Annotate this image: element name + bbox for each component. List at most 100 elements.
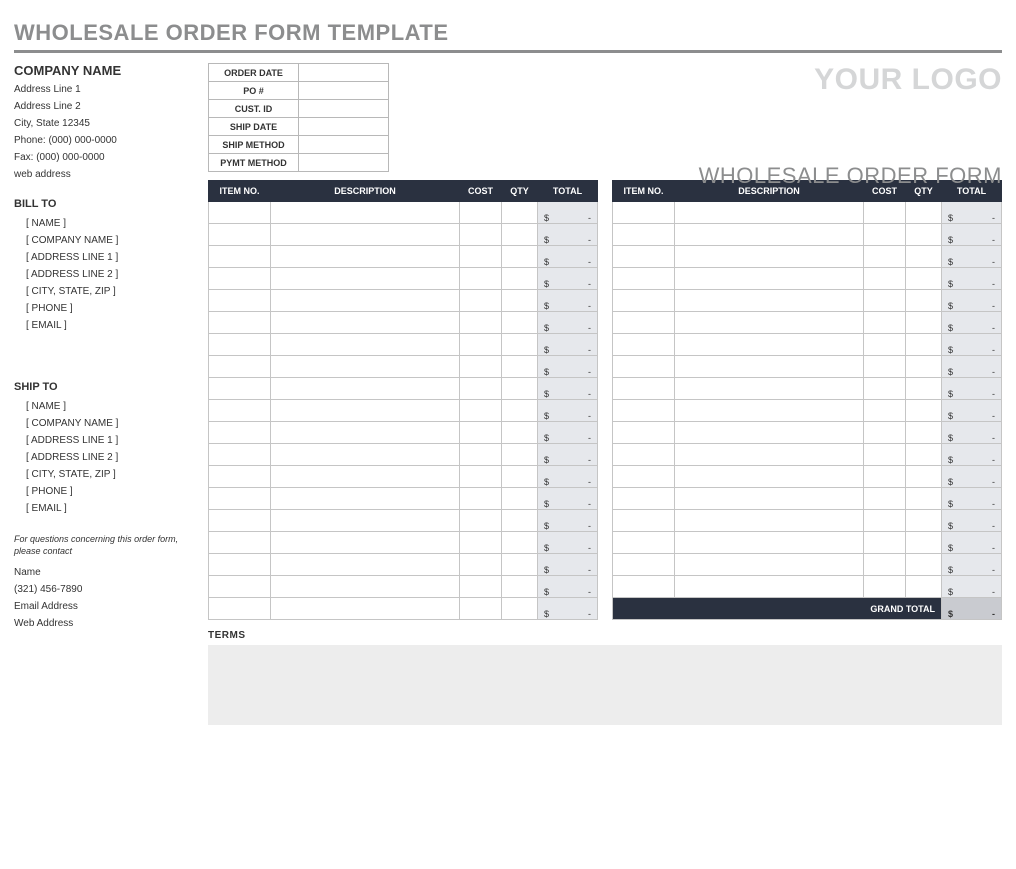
item-no-cell[interactable] — [209, 312, 271, 334]
cost-cell[interactable] — [460, 356, 502, 378]
item-no-cell[interactable] — [209, 488, 271, 510]
cost-cell[interactable] — [460, 598, 502, 620]
qty-cell[interactable] — [502, 576, 538, 598]
item-no-cell[interactable] — [209, 510, 271, 532]
qty-cell[interactable] — [502, 400, 538, 422]
qty-cell[interactable] — [502, 224, 538, 246]
item-no-cell[interactable] — [209, 400, 271, 422]
item-no-cell[interactable] — [209, 422, 271, 444]
description-cell[interactable] — [271, 532, 460, 554]
qty-cell[interactable] — [906, 444, 942, 466]
qty-cell[interactable] — [906, 488, 942, 510]
qty-cell[interactable] — [502, 532, 538, 554]
qty-cell[interactable] — [906, 246, 942, 268]
cost-cell[interactable] — [864, 444, 906, 466]
cost-cell[interactable] — [864, 554, 906, 576]
cost-cell[interactable] — [460, 444, 502, 466]
cost-cell[interactable] — [864, 246, 906, 268]
cost-cell[interactable] — [864, 532, 906, 554]
qty-cell[interactable] — [906, 378, 942, 400]
qty-cell[interactable] — [906, 422, 942, 444]
description-cell[interactable] — [675, 378, 864, 400]
item-no-cell[interactable] — [209, 576, 271, 598]
ship-to-field[interactable]: [ PHONE ] — [14, 486, 194, 497]
cost-cell[interactable] — [864, 290, 906, 312]
cost-cell[interactable] — [864, 268, 906, 290]
description-cell[interactable] — [675, 488, 864, 510]
description-cell[interactable] — [675, 290, 864, 312]
item-no-cell[interactable] — [613, 246, 675, 268]
item-no-cell[interactable] — [613, 488, 675, 510]
qty-cell[interactable] — [906, 268, 942, 290]
cost-cell[interactable] — [460, 532, 502, 554]
item-no-cell[interactable] — [613, 576, 675, 598]
description-cell[interactable] — [271, 356, 460, 378]
description-cell[interactable] — [675, 444, 864, 466]
qty-cell[interactable] — [906, 356, 942, 378]
qty-cell[interactable] — [906, 466, 942, 488]
description-cell[interactable] — [271, 224, 460, 246]
item-no-cell[interactable] — [613, 224, 675, 246]
item-no-cell[interactable] — [613, 356, 675, 378]
item-no-cell[interactable] — [613, 510, 675, 532]
cost-cell[interactable] — [460, 268, 502, 290]
description-cell[interactable] — [675, 224, 864, 246]
bill-to-field[interactable]: [ EMAIL ] — [14, 320, 194, 331]
qty-cell[interactable] — [502, 312, 538, 334]
qty-cell[interactable] — [906, 576, 942, 598]
item-no-cell[interactable] — [209, 246, 271, 268]
description-cell[interactable] — [675, 510, 864, 532]
cost-cell[interactable] — [864, 224, 906, 246]
qty-cell[interactable] — [502, 510, 538, 532]
qty-cell[interactable] — [502, 246, 538, 268]
cost-cell[interactable] — [864, 312, 906, 334]
cost-cell[interactable] — [864, 378, 906, 400]
qty-cell[interactable] — [906, 554, 942, 576]
description-cell[interactable] — [675, 356, 864, 378]
cost-cell[interactable] — [864, 422, 906, 444]
description-cell[interactable] — [271, 312, 460, 334]
item-no-cell[interactable] — [613, 202, 675, 224]
bill-to-field[interactable]: [ COMPANY NAME ] — [14, 235, 194, 246]
ship-to-field[interactable]: [ EMAIL ] — [14, 503, 194, 514]
description-cell[interactable] — [675, 422, 864, 444]
item-no-cell[interactable] — [209, 334, 271, 356]
description-cell[interactable] — [271, 444, 460, 466]
item-no-cell[interactable] — [613, 532, 675, 554]
description-cell[interactable] — [675, 312, 864, 334]
item-no-cell[interactable] — [209, 290, 271, 312]
item-no-cell[interactable] — [209, 466, 271, 488]
description-cell[interactable] — [271, 290, 460, 312]
cost-cell[interactable] — [460, 576, 502, 598]
description-cell[interactable] — [271, 334, 460, 356]
cost-cell[interactable] — [864, 334, 906, 356]
ship-to-field[interactable]: [ NAME ] — [14, 401, 194, 412]
description-cell[interactable] — [675, 202, 864, 224]
description-cell[interactable] — [271, 246, 460, 268]
bill-to-field[interactable]: [ NAME ] — [14, 218, 194, 229]
item-no-cell[interactable] — [209, 356, 271, 378]
qty-cell[interactable] — [502, 488, 538, 510]
item-no-cell[interactable] — [613, 290, 675, 312]
qty-cell[interactable] — [502, 466, 538, 488]
ship-to-field[interactable]: [ COMPANY NAME ] — [14, 418, 194, 429]
description-cell[interactable] — [271, 488, 460, 510]
qty-cell[interactable] — [906, 510, 942, 532]
ship-to-field[interactable]: [ ADDRESS LINE 1 ] — [14, 435, 194, 446]
cost-cell[interactable] — [460, 290, 502, 312]
meta-value[interactable] — [299, 136, 389, 154]
item-no-cell[interactable] — [209, 598, 271, 620]
cost-cell[interactable] — [460, 334, 502, 356]
cost-cell[interactable] — [864, 576, 906, 598]
item-no-cell[interactable] — [209, 554, 271, 576]
qty-cell[interactable] — [502, 290, 538, 312]
qty-cell[interactable] — [906, 312, 942, 334]
bill-to-field[interactable]: [ CITY, STATE, ZIP ] — [14, 286, 194, 297]
description-cell[interactable] — [675, 334, 864, 356]
qty-cell[interactable] — [502, 202, 538, 224]
meta-value[interactable] — [299, 100, 389, 118]
description-cell[interactable] — [675, 246, 864, 268]
bill-to-field[interactable]: [ ADDRESS LINE 1 ] — [14, 252, 194, 263]
item-no-cell[interactable] — [209, 224, 271, 246]
description-cell[interactable] — [271, 466, 460, 488]
